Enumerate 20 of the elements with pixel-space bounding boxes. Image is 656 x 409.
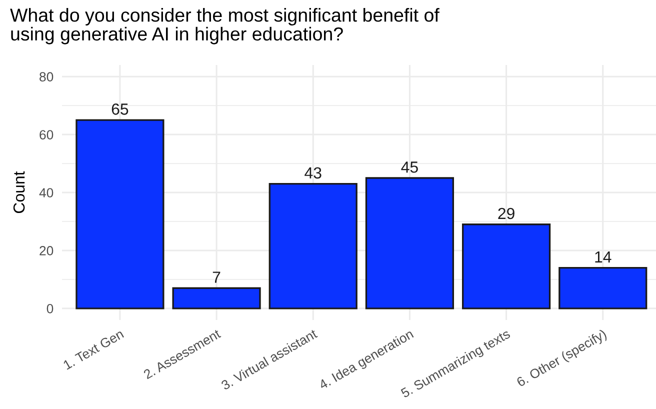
data-label: 65 bbox=[112, 104, 128, 115]
y-tick-label: 20 bbox=[40, 246, 54, 256]
bar bbox=[76, 119, 164, 310]
y-axis-title: Count bbox=[13, 171, 25, 213]
bar bbox=[558, 267, 648, 310]
y-tick-label: 80 bbox=[40, 72, 54, 82]
y-tick-label: 40 bbox=[39, 188, 54, 198]
data-label: 14 bbox=[595, 251, 612, 262]
y-tick-label: 0 bbox=[46, 304, 54, 314]
data-label: 45 bbox=[401, 162, 418, 173]
data-label: 29 bbox=[498, 208, 514, 220]
bar bbox=[268, 182, 358, 310]
bar bbox=[462, 224, 551, 310]
chart-title: What do you consider the most significant benefit of using generative AI in higher education? bbox=[10, 8, 440, 44]
x-tick-label: 1. Text Gen bbox=[62, 329, 124, 370]
y-tick-label: 60 bbox=[40, 130, 54, 140]
data-label: 43 bbox=[304, 167, 322, 179]
bar bbox=[172, 287, 261, 310]
bar bbox=[365, 177, 454, 310]
data-label: 7 bbox=[212, 272, 220, 283]
